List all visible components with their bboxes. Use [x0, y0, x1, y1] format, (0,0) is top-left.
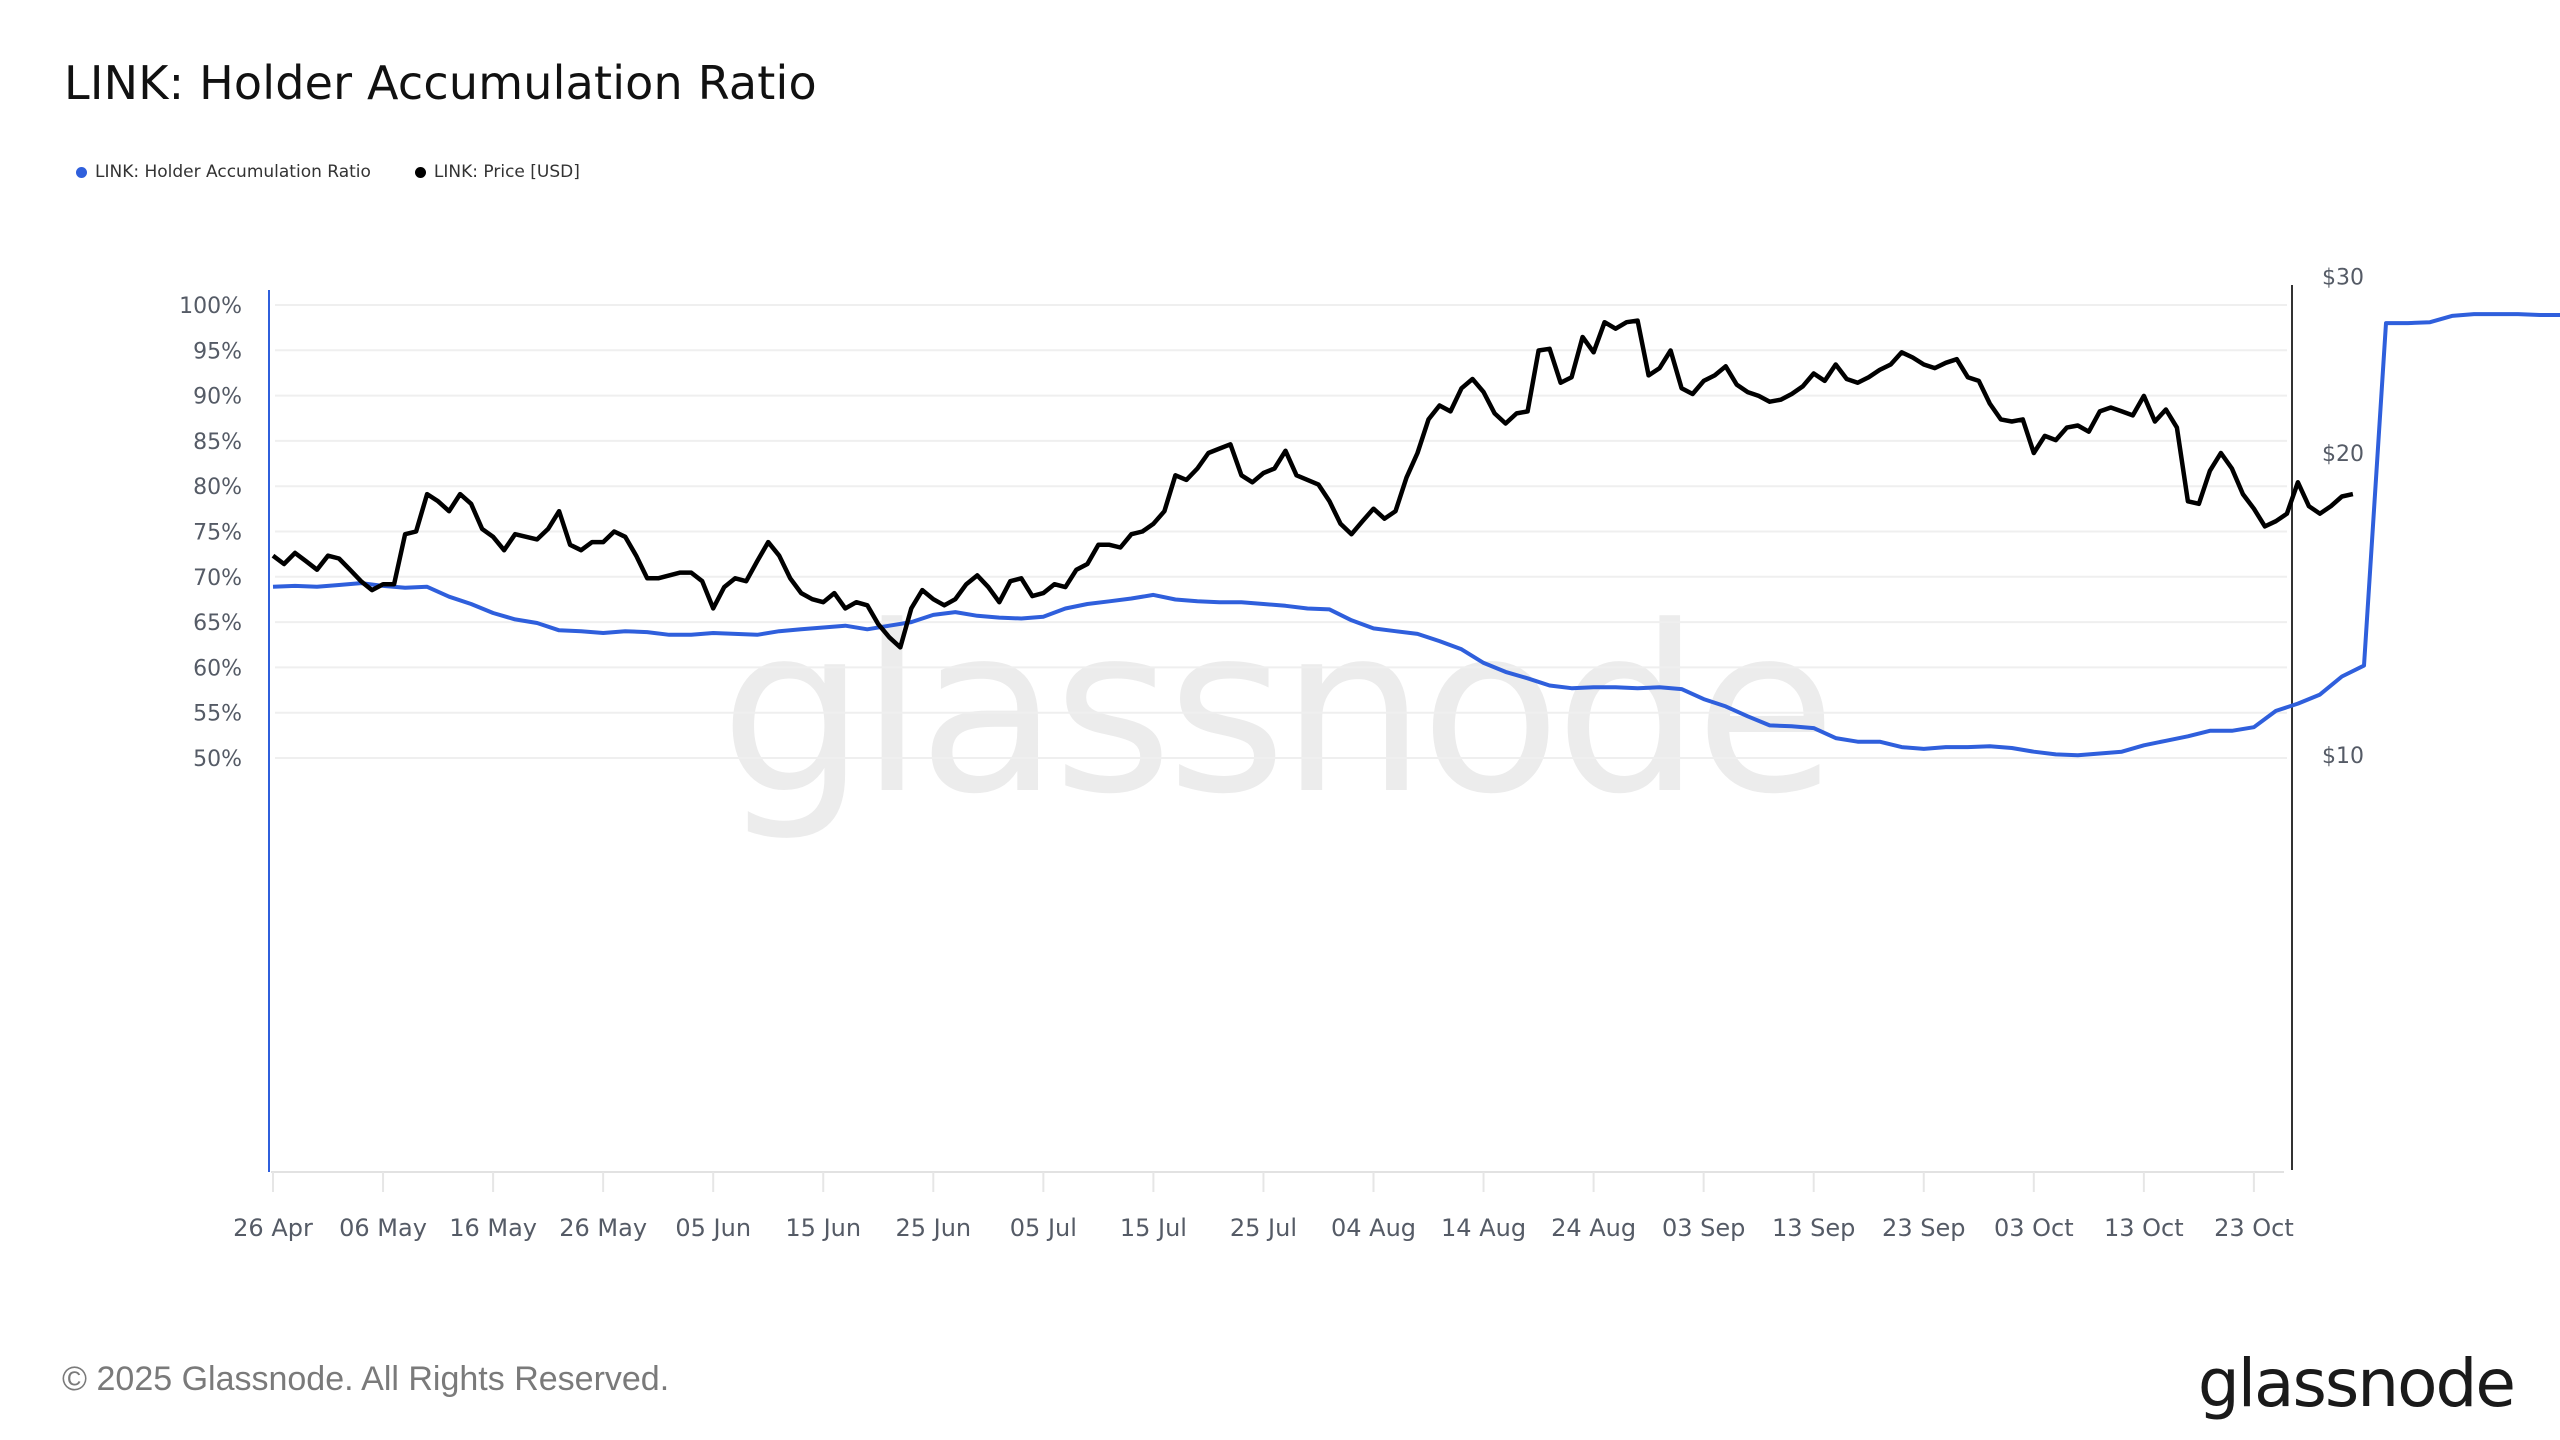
legend-dot-black-icon [414, 166, 426, 178]
legend-dot-blue-icon [76, 166, 87, 178]
y-right-tick-label: $20 [2322, 442, 2364, 467]
y-left-tick-label: 75% [193, 521, 242, 546]
y-left-tick-label: 50% [193, 747, 242, 772]
x-tick-label: 23 Oct [2214, 1214, 2294, 1242]
x-tick-label: 25 Jul [1230, 1214, 1297, 1242]
y-left-tick-label: 65% [193, 611, 242, 636]
legend-item-price[interactable]: LINK: Price [USD] [414, 162, 580, 182]
x-tick-label: 04 Aug [1331, 1214, 1416, 1242]
x-tick-label: 05 Jun [675, 1214, 751, 1242]
y-right-tick-label: $10 [2322, 744, 2364, 769]
x-tick-label: 13 Oct [2104, 1214, 2184, 1242]
y-axis-right: $10 $20 $30 [2291, 265, 2364, 1170]
y-left-tick-label: 85% [193, 430, 242, 455]
y-left-tick-label: 70% [193, 566, 242, 591]
x-tick-label: 26 May [559, 1214, 647, 1242]
y-axis-left: 50% 55% 60% 65% 70% 75% 80% 85% 90% 95% 100% [179, 290, 270, 1172]
x-tick-label: 24 Aug [1551, 1214, 1636, 1242]
legend-label-price: LINK: Price [USD] [433, 162, 580, 182]
copyright-text: © 2025 Glassnode. All Rights Reserved. [62, 1360, 670, 1398]
x-tick-label: 05 Jul [1010, 1214, 1077, 1242]
x-tick-label: 06 May [339, 1214, 427, 1242]
x-tick-label: 03 Oct [1994, 1214, 2074, 1242]
chart-legend: LINK: Holder Accumulation Ratio LINK: Pr… [76, 162, 580, 182]
watermark: glassnode [720, 578, 1831, 845]
y-left-tick-label: 55% [193, 702, 242, 727]
x-tick-label: 13 Sep [1772, 1214, 1855, 1242]
glassnode-logo: glassnode [2197, 1345, 2516, 1422]
x-tick-label: 15 Jun [785, 1214, 861, 1242]
legend-label-ratio: LINK: Holder Accumulation Ratio [95, 162, 371, 182]
x-tick-label: 03 Sep [1662, 1214, 1745, 1242]
x-tick-label: 16 May [449, 1214, 537, 1242]
y-left-tick-label: 95% [193, 339, 242, 364]
x-tick-label: 25 Jun [895, 1214, 971, 1242]
y-left-tick-label: 90% [193, 385, 242, 410]
y-left-tick-label: 100% [179, 294, 242, 319]
ratio-series-line [272, 312, 2560, 758]
y-left-tick-label: 60% [193, 656, 242, 681]
legend-item-ratio[interactable]: LINK: Holder Accumulation Ratio [76, 162, 371, 182]
x-tick-label: 23 Sep [1882, 1214, 1965, 1242]
x-tick-label: 14 Aug [1441, 1214, 1526, 1242]
chart-title: LINK: Holder Accumulation Ratio [64, 56, 817, 110]
y-left-tick-label: 80% [193, 475, 242, 500]
y-right-tick-label: $30 [2322, 265, 2364, 290]
x-tick-label: 15 Jul [1120, 1214, 1187, 1242]
grid-lines [275, 304, 2287, 759]
price-series-line [271, 318, 2354, 650]
x-tick-label: 26 Apr [233, 1214, 313, 1242]
x-axis: 26 Apr 06 May 16 May 26 May 05 Jun 15 Jun 25 J… [233, 1171, 2294, 1242]
